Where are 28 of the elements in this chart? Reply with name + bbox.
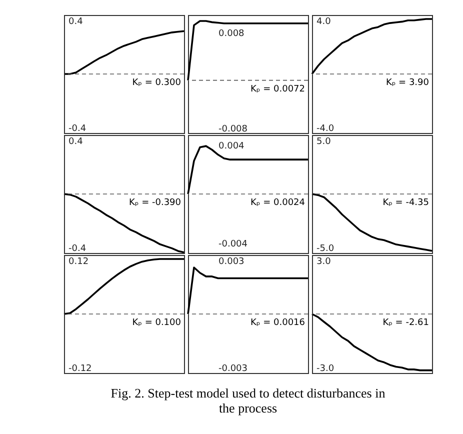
annotation: Kₚ = 0.100 — [132, 318, 182, 328]
y-tick-label: 3.0 — [316, 256, 332, 267]
annotation: Kₚ = 0.0072 — [250, 84, 305, 94]
y-tick-label: -5.0 — [316, 244, 334, 254]
y-tick-label: 0.008 — [218, 28, 245, 39]
y-tick-label: -0.008 — [218, 124, 248, 135]
y-tick-label: -0.12 — [68, 364, 92, 374]
y-tick-label: -3.0 — [316, 364, 334, 374]
annotation: Kₚ = 0.0016 — [250, 318, 306, 328]
y-tick-label: 0.12 — [68, 256, 89, 267]
y-tick-label: 0.004 — [218, 141, 245, 152]
annotation: Kₚ = -4.35 — [382, 198, 429, 208]
y-tick-label: 5.0 — [316, 136, 332, 147]
annotation: Kₚ = 0.300 — [132, 78, 182, 88]
annotation: Kₚ = -2.61 — [382, 318, 429, 328]
caption: Fig. 2. Step-test model used to detect disturbances in the process — [110, 386, 386, 416]
annotation: Kₚ = 0.0024 — [250, 198, 306, 208]
y-tick-label: -0.003 — [218, 364, 248, 374]
y-tick-label: 0.003 — [218, 256, 244, 267]
y-tick-label: 0.4 — [68, 136, 84, 147]
annotation: Kₚ = 3.90 — [386, 78, 430, 88]
y-tick-label: -0.4 — [68, 124, 86, 134]
y-tick-label: -0.004 — [218, 240, 248, 250]
y-tick-label: 4.0 — [316, 16, 332, 27]
y-tick-label: -0.4 — [68, 244, 86, 254]
y-tick-label: -4.0 — [316, 124, 334, 134]
y-tick-label: 0.4 — [68, 16, 84, 27]
annotation: Kₚ = -0.390 — [128, 198, 182, 208]
